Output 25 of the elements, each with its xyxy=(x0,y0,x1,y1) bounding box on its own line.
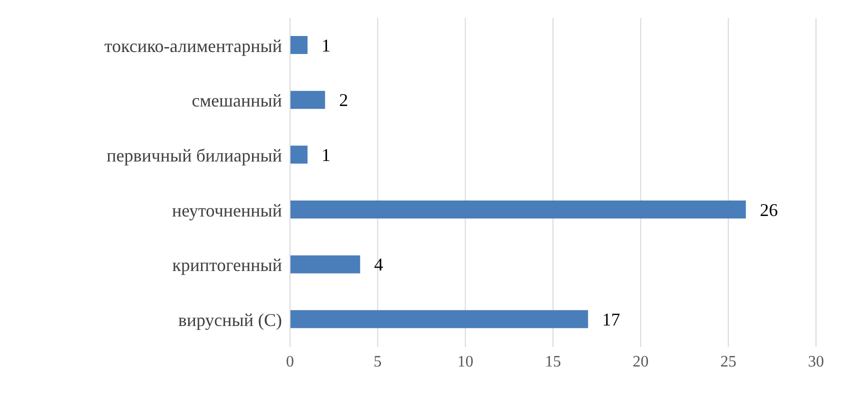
bar xyxy=(290,146,308,164)
bar xyxy=(290,200,746,218)
data-label: 4 xyxy=(374,254,384,275)
data-label: 2 xyxy=(339,90,348,110)
y-tick-label: токсико-алиментарный xyxy=(104,36,282,56)
y-tick-label: первичный билиарный xyxy=(106,145,282,166)
x-tick-label: 5 xyxy=(374,353,382,370)
data-label: 17 xyxy=(602,310,620,330)
x-tick-label: 30 xyxy=(808,353,824,370)
x-tick-label: 10 xyxy=(457,353,474,370)
data-label: 1 xyxy=(322,145,331,166)
bar xyxy=(290,310,588,328)
y-tick-label: криптогенный xyxy=(172,255,282,276)
bar xyxy=(290,255,360,274)
x-tick-label: 0 xyxy=(286,353,294,370)
y-tick-label: смешанный xyxy=(192,90,282,111)
bar xyxy=(290,36,308,54)
data-label: 26 xyxy=(760,200,778,220)
x-tick-label: 25 xyxy=(720,353,736,370)
data-label: 1 xyxy=(322,35,331,56)
y-tick-label: неуточненный xyxy=(172,200,282,220)
x-tick-label: 20 xyxy=(632,353,649,370)
bar xyxy=(290,90,326,109)
x-tick-label: 15 xyxy=(545,353,561,370)
y-tick-label: вирусный (С) xyxy=(178,310,282,330)
